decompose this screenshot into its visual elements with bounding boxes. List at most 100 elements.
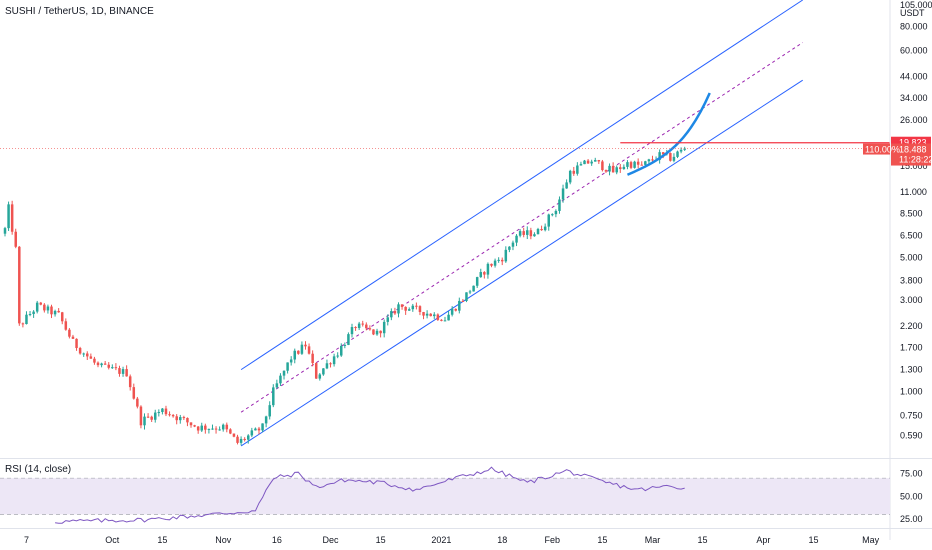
candle-body bbox=[136, 398, 139, 407]
candle-body bbox=[540, 228, 543, 231]
candle-body bbox=[536, 228, 540, 235]
candle-body bbox=[511, 242, 515, 247]
candle-body bbox=[229, 429, 232, 434]
candle-body bbox=[576, 165, 579, 174]
candle-body bbox=[314, 363, 318, 379]
candle-body bbox=[669, 153, 672, 161]
candle-body bbox=[468, 291, 472, 293]
candle-body bbox=[636, 161, 640, 165]
candle-body bbox=[250, 430, 254, 436]
rsi-pane[interactable]: RSI (14, close) 75.00 50.00 25.00 bbox=[0, 464, 923, 524]
candle-body bbox=[128, 376, 132, 388]
candle-body bbox=[150, 416, 153, 420]
candle-body bbox=[3, 228, 7, 234]
price-tick-label: 6.500 bbox=[900, 231, 923, 241]
candle-body bbox=[311, 353, 314, 364]
last-price-tag: 18.488 11:28:22 bbox=[891, 143, 932, 166]
price-tick-label: 26.000 bbox=[900, 115, 928, 125]
percent-tag-text: 110.00% bbox=[865, 145, 900, 155]
candle-body bbox=[425, 313, 429, 316]
candle-body bbox=[28, 314, 32, 316]
candle-body bbox=[357, 323, 361, 329]
time-tick-label: Apr bbox=[756, 535, 770, 545]
candle-body bbox=[465, 292, 468, 301]
candle-body bbox=[171, 415, 175, 417]
candle-body bbox=[218, 429, 221, 431]
candle-body bbox=[404, 306, 407, 311]
candle-body bbox=[461, 300, 465, 302]
candle-body bbox=[60, 312, 64, 322]
time-tick-label: 15 bbox=[597, 535, 607, 545]
time-tick-label: 15 bbox=[376, 535, 386, 545]
candle-body bbox=[393, 311, 397, 314]
candle-body bbox=[340, 345, 343, 356]
candle-body bbox=[626, 162, 629, 167]
candle-body bbox=[39, 302, 43, 305]
candle-body bbox=[225, 424, 229, 430]
price-tick-label: 11.000 bbox=[900, 187, 927, 197]
time-tick-label: Mar bbox=[645, 535, 661, 545]
last-price-tag-box bbox=[891, 143, 931, 166]
rsi-title[interactable]: RSI (14, close) bbox=[5, 464, 71, 475]
price-tick-label: 2.200 bbox=[900, 321, 923, 331]
candle-body bbox=[204, 425, 207, 430]
time-axis[interactable]: 7 Oct 15 Nov 16 Dec 15 2021 18 Feb 15 Mar 15 Apr 15 May bbox=[0, 528, 932, 546]
candle-body bbox=[179, 417, 182, 421]
candle-body bbox=[114, 367, 118, 369]
candle-body bbox=[644, 161, 647, 165]
candle-body bbox=[232, 433, 236, 437]
price-axis[interactable]: 105.000 USDT 80.000 60.000 44.000 34.000 26.… bbox=[863, 0, 932, 540]
price-tick-label: 3.000 bbox=[900, 295, 923, 305]
price-tick-label: 0.590 bbox=[900, 430, 923, 440]
candle-body bbox=[679, 149, 683, 152]
candle-body bbox=[257, 428, 261, 431]
time-tick-label: Oct bbox=[105, 535, 120, 545]
candle-body bbox=[454, 308, 457, 311]
candle-body bbox=[400, 304, 404, 307]
time-tick-label: 15 bbox=[808, 535, 818, 545]
curve-drawing[interactable] bbox=[626, 92, 711, 176]
candle-body bbox=[436, 314, 440, 320]
candle-body bbox=[472, 285, 475, 292]
candle-body bbox=[504, 249, 508, 262]
candle-body bbox=[558, 199, 561, 211]
time-tick-label: 7 bbox=[24, 535, 29, 545]
channel-drawings[interactable] bbox=[240, 0, 803, 447]
candle-body bbox=[50, 306, 53, 315]
candle-body bbox=[601, 161, 604, 171]
candle-body bbox=[35, 302, 39, 312]
candle-body bbox=[279, 375, 282, 384]
candle-body bbox=[343, 344, 347, 346]
candle-body bbox=[153, 412, 157, 420]
candle-body bbox=[429, 313, 432, 317]
candle-body bbox=[647, 159, 651, 162]
candle-body bbox=[78, 348, 82, 354]
time-tick-label: May bbox=[862, 535, 880, 545]
candle-body bbox=[75, 338, 78, 349]
candle-body bbox=[96, 362, 100, 366]
candle-body bbox=[640, 164, 643, 166]
candle-body bbox=[597, 160, 601, 162]
symbol-title[interactable]: SUSHI / TetherUS, 1D, BINANCE bbox=[5, 6, 154, 17]
candle-body bbox=[583, 160, 586, 165]
candle-body bbox=[372, 329, 375, 335]
candle-body bbox=[586, 160, 590, 164]
candle-body bbox=[565, 182, 568, 189]
candle-body bbox=[593, 160, 597, 162]
candle-body bbox=[132, 387, 136, 399]
candle-body bbox=[633, 161, 636, 168]
candle-body bbox=[196, 426, 200, 431]
candle-body bbox=[365, 324, 368, 329]
candle-body bbox=[483, 272, 486, 275]
candle-body bbox=[282, 370, 286, 376]
candle-body bbox=[175, 416, 178, 421]
candle-body bbox=[497, 259, 500, 261]
upper-price-tag-box bbox=[891, 136, 931, 148]
candle-body bbox=[107, 364, 110, 368]
parabolic-curve bbox=[626, 92, 711, 176]
time-tick-label: Dec bbox=[323, 535, 340, 545]
main-pane[interactable]: SUSHI / TetherUS, 1D, BINANCE bbox=[0, 0, 890, 458]
candle-body bbox=[307, 346, 311, 354]
candle-body bbox=[118, 368, 121, 374]
price-tick-label: 44.000 bbox=[900, 71, 928, 81]
